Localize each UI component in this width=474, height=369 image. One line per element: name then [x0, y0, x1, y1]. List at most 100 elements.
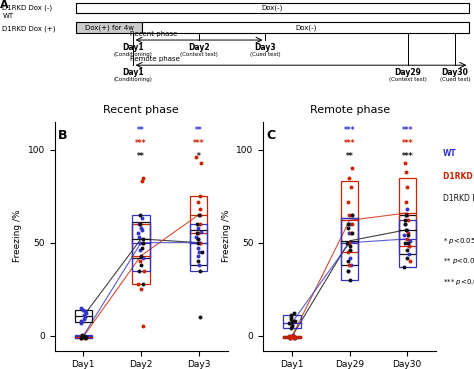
Point: [82, 334, 89, 339]
Point: [198, 249, 205, 255]
Point: [404, 240, 411, 246]
Point: [193, 221, 201, 227]
Point: [288, 333, 296, 339]
Point: [78, 318, 85, 324]
Text: Remote phase: Remote phase: [130, 56, 180, 62]
Point: [136, 221, 143, 227]
Text: D1RKD Dox (-): D1RKD Dox (-): [2, 5, 53, 11]
Text: WT: WT: [2, 13, 13, 19]
Point: [403, 206, 410, 212]
Title: Recent phase: Recent phase: [103, 106, 179, 115]
Bar: [283, 315, 301, 328]
Text: Day1: Day1: [122, 68, 144, 77]
Point: [286, 333, 294, 339]
Point: [136, 258, 144, 264]
Point: [406, 238, 414, 244]
Point: [140, 268, 147, 273]
Point: [402, 169, 410, 175]
Point: [194, 253, 201, 259]
Point: [286, 335, 293, 341]
Text: **: **: [195, 126, 202, 135]
Point: [80, 312, 88, 318]
Text: ** $p$<0.01,: ** $p$<0.01,: [443, 256, 474, 266]
Point: [345, 240, 353, 246]
Point: [405, 251, 412, 257]
Point: [345, 258, 352, 264]
Bar: [132, 224, 150, 284]
Point: [287, 316, 294, 322]
Bar: [399, 215, 416, 254]
Point: [403, 184, 410, 190]
Point: [138, 178, 146, 184]
Point: [79, 333, 86, 339]
Point: [290, 335, 298, 341]
Text: ***: ***: [401, 126, 413, 135]
Point: [140, 323, 147, 329]
Text: Day1: Day1: [122, 43, 144, 52]
Point: [401, 221, 409, 227]
Point: [286, 334, 293, 339]
Point: [286, 320, 293, 325]
Point: [403, 236, 410, 242]
Point: [344, 249, 352, 255]
Point: [346, 277, 354, 283]
Text: Day30: Day30: [442, 68, 468, 77]
Text: ***: ***: [135, 139, 147, 148]
Point: [196, 314, 204, 320]
Text: Recent phase: Recent phase: [130, 31, 178, 37]
Point: [79, 333, 87, 339]
Text: D1RKD Dox (+): D1RKD Dox (+): [2, 25, 56, 32]
Point: [77, 335, 84, 341]
Point: [198, 160, 205, 166]
Point: [77, 305, 84, 311]
Point: [137, 286, 145, 292]
Bar: [283, 336, 301, 338]
Point: [137, 262, 145, 268]
Point: [136, 240, 143, 246]
Point: [139, 255, 147, 261]
Text: Dox(-): Dox(-): [295, 24, 317, 31]
Point: [403, 247, 410, 253]
Point: [289, 318, 296, 324]
Text: ***: ***: [344, 139, 356, 148]
Point: [137, 253, 145, 259]
Point: [405, 244, 413, 249]
Point: [348, 230, 356, 236]
Bar: [341, 218, 358, 280]
Text: *: *: [197, 152, 201, 161]
Point: [78, 333, 86, 339]
Point: [285, 333, 293, 339]
Bar: [283, 336, 301, 338]
Point: [346, 262, 353, 268]
Text: (Cued test): (Cued test): [440, 77, 470, 82]
Bar: [132, 215, 150, 270]
Point: [80, 334, 87, 339]
Point: [192, 234, 200, 240]
Point: [194, 258, 202, 264]
Text: B: B: [57, 129, 67, 142]
Point: [344, 221, 351, 227]
Point: [193, 230, 201, 236]
Point: [285, 334, 293, 339]
Point: [346, 221, 354, 227]
Point: [77, 335, 85, 341]
Bar: [75, 336, 92, 338]
Text: D1RKD Dox(+): D1RKD Dox(+): [443, 194, 474, 203]
Point: [404, 232, 412, 238]
Point: [348, 221, 356, 227]
Point: [81, 314, 89, 320]
Point: [192, 154, 200, 160]
Point: [135, 230, 142, 236]
Point: [401, 232, 408, 238]
Point: [138, 227, 146, 232]
Bar: [132, 222, 150, 258]
Bar: [76, 22, 142, 32]
Text: Day2: Day2: [188, 43, 210, 52]
Bar: [341, 181, 358, 252]
Point: [287, 325, 295, 331]
Point: [78, 333, 85, 339]
Point: [135, 234, 143, 240]
Point: [82, 334, 90, 339]
Point: [288, 323, 295, 329]
Point: [197, 212, 204, 218]
